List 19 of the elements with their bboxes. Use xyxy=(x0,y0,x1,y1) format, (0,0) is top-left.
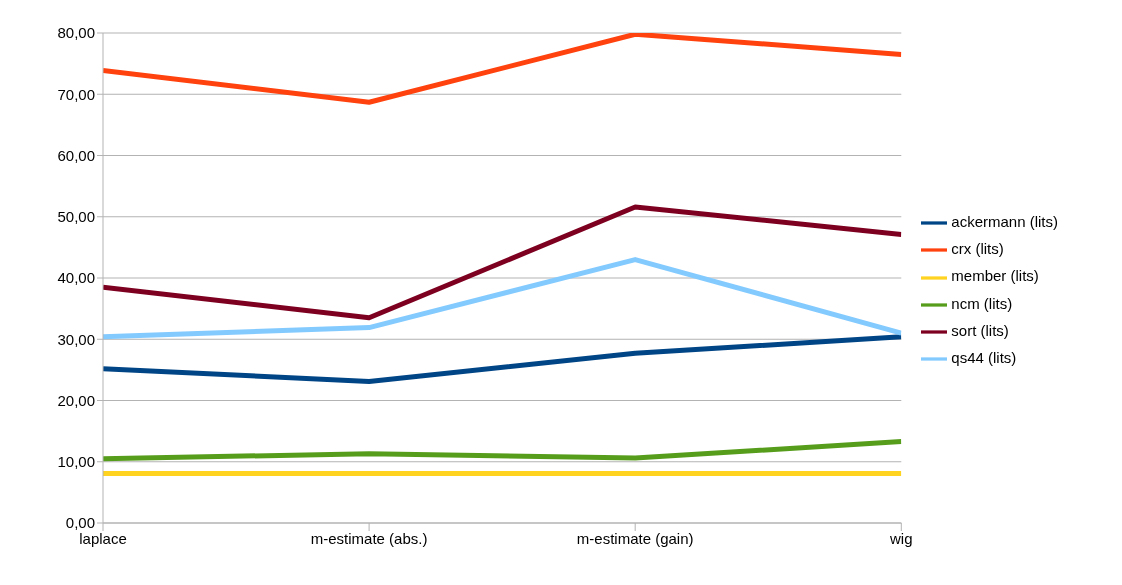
y-tick-label: 70,00 xyxy=(57,85,95,103)
y-tick-label: 40,00 xyxy=(57,269,95,287)
x-tick-label: laplace xyxy=(79,529,127,547)
legend-label: ackermann (lits) xyxy=(951,213,1058,231)
legend-label: qs44 (lits) xyxy=(951,348,1017,366)
x-tick-label: wig xyxy=(889,529,913,547)
y-tick-label: 30,00 xyxy=(57,330,95,348)
y-tick-label: 60,00 xyxy=(57,146,95,164)
y-tick-label: 80,00 xyxy=(57,24,95,42)
legend-label: ncm (lits) xyxy=(951,294,1013,312)
x-tick-label: m-estimate (gain) xyxy=(576,529,694,547)
y-tick-label: 10,00 xyxy=(57,453,95,471)
y-tick-label: 0,00 xyxy=(65,514,95,532)
y-tick-label: 20,00 xyxy=(57,391,95,409)
y-tick-label: 50,00 xyxy=(57,208,95,226)
legend-label: sort (lits) xyxy=(951,321,1009,339)
legend-label: member (lits) xyxy=(951,267,1039,285)
x-tick-label: m-estimate (abs.) xyxy=(310,529,428,547)
legend-label: crx (lits) xyxy=(951,240,1004,258)
